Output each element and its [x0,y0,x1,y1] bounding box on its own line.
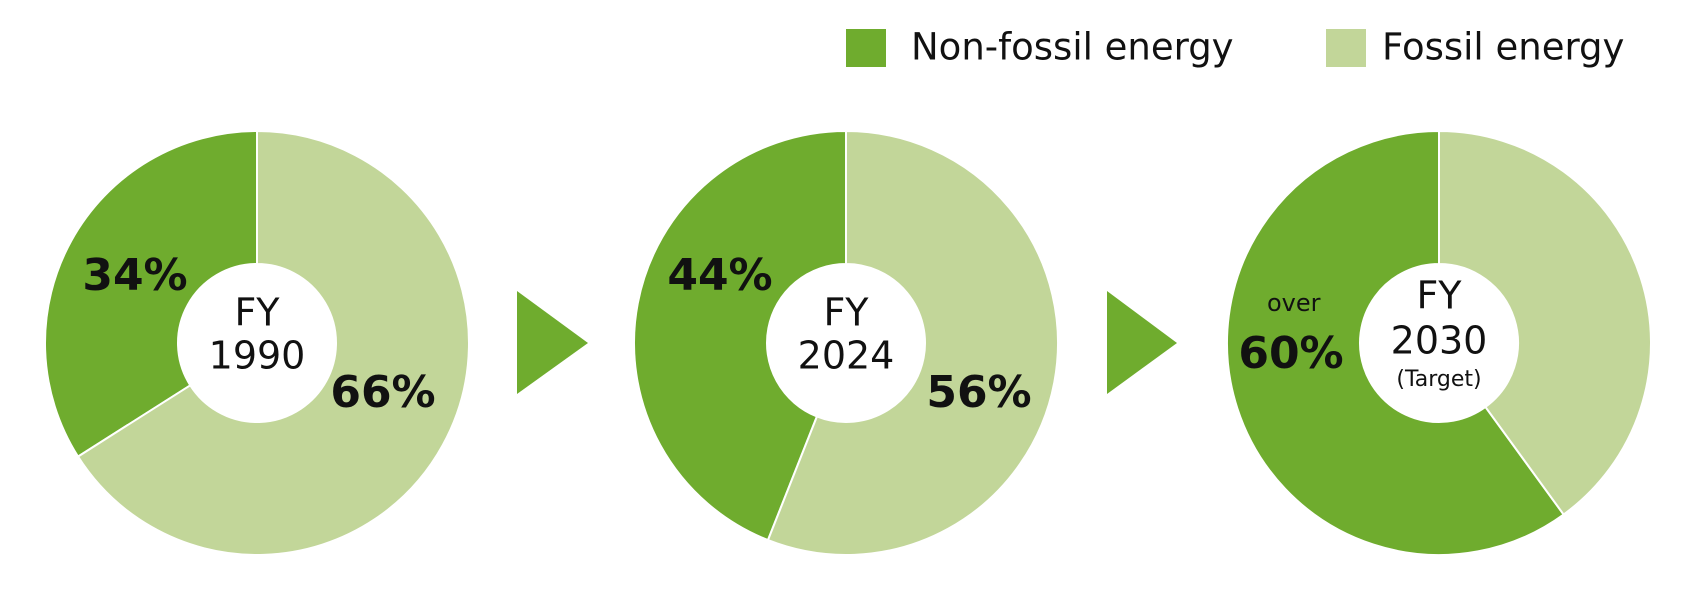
legend-swatch [1326,29,1366,67]
legend-label: Fossil energy [1382,26,1624,69]
pie-slice [766,129,1059,556]
value-label: 34% [82,250,187,301]
arrow [1107,291,1177,394]
pie-slice [76,129,470,556]
label-prefix: over [1267,289,1321,317]
arrow [517,291,588,394]
value-label: 56% [926,367,1031,418]
pie-slice [1438,129,1652,516]
legend-swatch [846,29,886,67]
center-title: FY [823,291,869,335]
center-year: 2024 [798,334,895,378]
value-label: 44% [667,250,772,301]
pie-slice [1226,129,1566,556]
pie-slice [44,129,258,458]
value-label: 66% [330,367,435,418]
center-note: (Target) [1396,367,1481,392]
center-year: 2030 [1391,319,1488,363]
center-year: 1990 [209,334,306,378]
pie-slice [633,129,847,542]
center-title: FY [234,291,280,335]
legend-label: Non-fossil energy [911,26,1234,69]
center-title: FY [1416,274,1462,318]
value-label: 60% [1238,328,1343,379]
